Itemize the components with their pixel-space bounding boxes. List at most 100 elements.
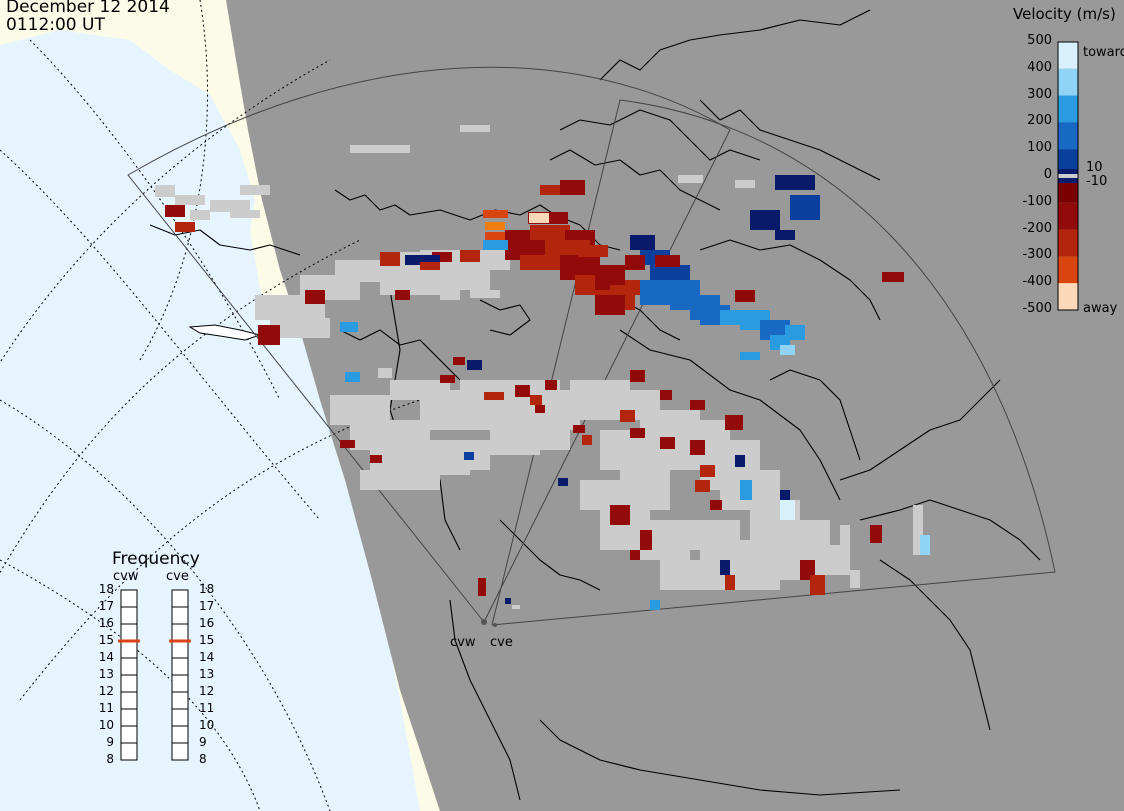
scatter-cell: [464, 452, 474, 460]
colorbar-segment: [1058, 229, 1078, 257]
scatter-cell: [630, 370, 645, 382]
scatter-cell: [470, 440, 540, 455]
frequency-marker-cvw: [118, 639, 140, 643]
frequency-title: Frequency: [112, 549, 200, 569]
scatter-cell: [640, 280, 675, 305]
scatter-cell: [380, 252, 400, 266]
scatter-cell: [740, 480, 752, 500]
scatter-cell: [582, 435, 592, 445]
scatter-cell: [610, 505, 630, 525]
colorbar-segment: [1058, 256, 1078, 284]
colorbar-tick: 200: [1027, 113, 1052, 129]
frequency-tick-right: 14: [199, 650, 215, 664]
colorbar-segment: [1058, 122, 1078, 150]
coastline: [559, 109, 761, 161]
frequency-tick-left: 18: [98, 582, 114, 596]
scatter-cell: [775, 175, 815, 190]
scatter-cell: [258, 325, 280, 345]
frequency-tick-left: 17: [98, 599, 114, 613]
scatter-cell: [405, 255, 440, 265]
site-label-cve: cve: [490, 635, 513, 650]
frequency-tick-right: 15: [199, 633, 215, 647]
scatter-cell: [595, 295, 625, 315]
scatter-cell: [790, 195, 820, 220]
scatter-cell: [660, 390, 672, 400]
scatter-cell: [720, 560, 730, 575]
coastline: [619, 329, 841, 501]
scatter-cell: [512, 605, 520, 609]
scatter-cell: [825, 560, 835, 575]
coastline: [449, 599, 521, 801]
scatter-cell: [350, 145, 410, 153]
colorbar-segment: [1058, 42, 1078, 69]
velocity-colorbar: [1057, 41, 1079, 311]
colorbar-title: Velocity (m/s): [1013, 5, 1116, 23]
colorbar-zero-band: [1058, 174, 1078, 178]
frequency-marker-cve: [169, 639, 191, 643]
frequency-tick-right: 11: [199, 701, 215, 715]
scatter-cell: [785, 325, 805, 340]
colorbar-tick: 100: [1027, 140, 1052, 156]
colorbar-tick: -10: [1086, 174, 1108, 189]
frequency-tick-right: 16: [199, 616, 215, 630]
colorbar-frame: [1057, 41, 1079, 311]
scatter-cell: [210, 200, 250, 212]
scatter-cell: [695, 480, 710, 492]
scatter-cell: [725, 575, 735, 590]
scatter-cell: [230, 210, 260, 218]
scatter-cell: [190, 210, 210, 220]
colorbar-segment: [1058, 283, 1078, 310]
coastline: [699, 239, 881, 321]
scatter-cell: [660, 560, 700, 590]
graticule-line: [0, 559, 261, 811]
scatter-cell: [640, 530, 652, 540]
frequency-tick-left: 11: [98, 701, 114, 715]
frequency-tick-right: 10: [199, 718, 215, 732]
colorbar-tick: 400: [1027, 59, 1052, 75]
scatter-cell: [529, 213, 549, 223]
frequency-panel: [118, 589, 191, 761]
scatter-cell: [660, 437, 675, 449]
scatter-cell: [345, 372, 360, 382]
scatter-cell: [175, 195, 205, 205]
coastline: [479, 299, 531, 336]
scatter-cell: [175, 222, 195, 232]
scatter-cell: [700, 465, 715, 477]
scatter-cell: [690, 440, 705, 455]
scatter-cell: [420, 262, 440, 270]
scatter-cell: [460, 250, 480, 262]
freq-radar-label-cve: cve: [166, 569, 189, 584]
scatter-cell: [625, 280, 640, 295]
frequency-tick-left: 13: [98, 667, 114, 681]
scatter-cell: [560, 240, 590, 252]
scatter-cell: [630, 550, 640, 560]
graticule-line: [19, 399, 421, 701]
colorbar-tick: 300: [1027, 86, 1052, 102]
scatter-cell: [620, 470, 670, 510]
frequency-tick-right: 8: [199, 752, 207, 766]
scatter-cell: [453, 357, 465, 365]
scatter-cell: [340, 322, 358, 332]
fov-cve: [491, 99, 1056, 626]
colorbar-tick: -500: [1022, 301, 1052, 316]
scatter-cell: [467, 360, 482, 370]
scatter-cell: [680, 520, 740, 550]
colorbar-tick: 500: [1027, 33, 1052, 48]
scatter-cell: [440, 375, 455, 383]
scatter-cell: [780, 345, 795, 355]
scatter-cell: [710, 500, 722, 510]
scatter-cell: [573, 425, 585, 433]
frequency-tick-right: 9: [199, 735, 207, 749]
scatter-cell: [560, 180, 585, 195]
scatter-cells: [155, 125, 930, 610]
scatter-cell: [810, 575, 825, 595]
graticule-line: [0, 399, 331, 811]
coastline: [149, 224, 301, 256]
scatter-cell: [730, 570, 780, 590]
scatter-cell: [750, 210, 780, 230]
radar-site-cve: [493, 623, 497, 627]
scatter-cell: [530, 395, 542, 405]
frequency-tick-left: 10: [98, 718, 114, 732]
scatter-cell: [735, 455, 745, 467]
graticule: [0, 0, 421, 811]
